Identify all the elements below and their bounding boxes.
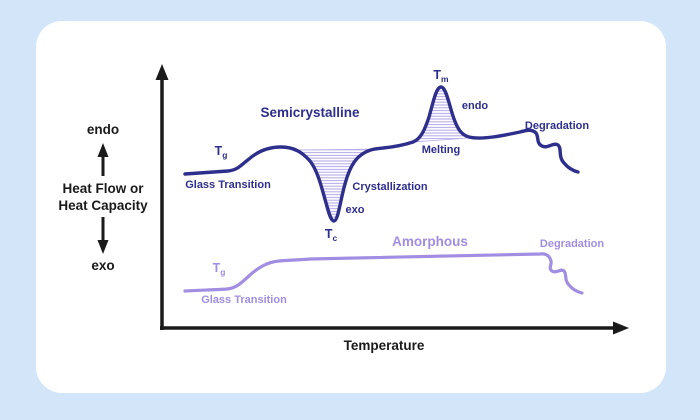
exo-down-arrow-icon	[97, 240, 109, 254]
melting-endo-label: endo	[461, 100, 489, 112]
amorphous-degradation-label: Degradation	[539, 238, 605, 250]
semicrystalline-glass-transition-label: Glass Transition	[185, 179, 271, 191]
semicrystalline-tg-symbol: Tg	[214, 144, 228, 160]
endo-axis-label: endo	[86, 122, 120, 137]
amorphous-tg-symbol: Tg	[212, 261, 226, 277]
semicrystalline-degradation-label: Degradation	[524, 120, 590, 132]
endo-up-arrow-icon	[97, 143, 109, 157]
semicrystalline-tm-symbol: Tm	[433, 68, 449, 84]
y-axis-arrowhead-icon	[155, 64, 169, 80]
exo-axis-label: exo	[91, 258, 115, 273]
amorphous-series-label: Amorphous	[392, 234, 468, 249]
crystallization-label: Crystallization	[352, 181, 428, 193]
semicrystalline-series-label: Semicrystalline	[260, 105, 360, 120]
crystallization-exo-label: exo	[345, 204, 365, 216]
semicrystalline-tc-symbol: Tc	[324, 227, 338, 243]
y-axis-title: Heat Flow or Heat Capacity	[58, 181, 148, 213]
x-axis-title: Temperature	[343, 338, 425, 353]
amorphous-glass-transition-label: Glass Transition	[201, 294, 287, 306]
semicrystalline-curve	[183, 85, 580, 223]
x-axis-arrowhead-icon	[613, 321, 629, 335]
diagram-card	[36, 21, 666, 393]
melting-label: Melting	[421, 144, 461, 156]
amorphous-curve	[183, 252, 584, 295]
